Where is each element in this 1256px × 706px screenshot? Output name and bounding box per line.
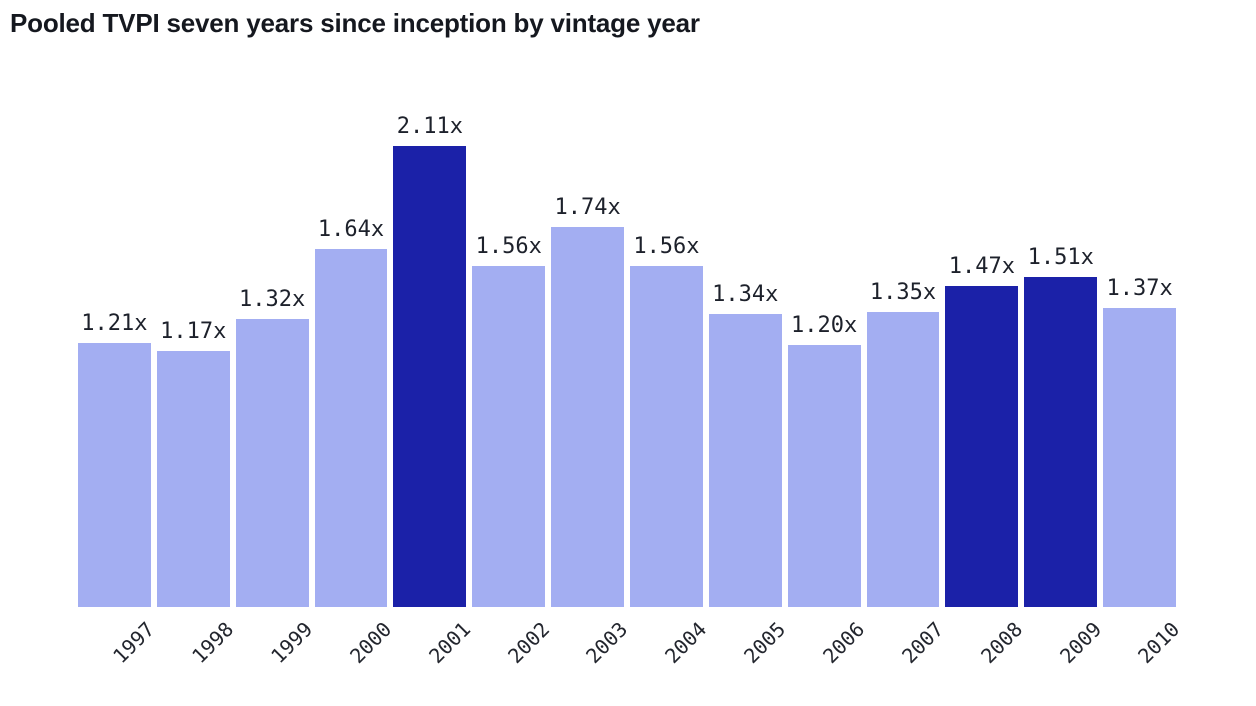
x-tick: 1997	[78, 607, 159, 702]
bar-1998: 1.17x	[156, 319, 230, 607]
bar-2010: 1.37x	[1103, 276, 1177, 607]
x-tick-label: 2010	[1133, 617, 1185, 669]
bar-column: 1.47x	[945, 146, 1019, 607]
bar-column: 1.32x	[235, 146, 309, 607]
x-tick: 1998	[157, 607, 238, 702]
bar-2006: 1.20x	[787, 313, 861, 607]
value-label: 1.47x	[948, 253, 1015, 279]
value-label: 1.34x	[712, 282, 779, 308]
bar-2002: 1.56x	[472, 234, 546, 607]
x-tick: 2008	[945, 607, 1027, 702]
x-tick-label: 2000	[344, 617, 396, 669]
x-tick: 2005	[709, 607, 790, 702]
x-tick-label: 1998	[187, 617, 239, 669]
x-tick-label: 2002	[502, 617, 554, 669]
value-label: 1.37x	[1106, 275, 1173, 301]
bar-column: 1.37x	[1103, 146, 1177, 607]
value-label: 1.35x	[869, 280, 937, 306]
bar-column: 2.11x	[393, 114, 467, 607]
bar-column: 1.35x	[866, 146, 940, 607]
x-tick: 1999	[236, 607, 317, 702]
bar-column: 1.74x	[551, 146, 625, 607]
bar-1999: 1.32x	[235, 287, 309, 607]
x-tick: 2004	[630, 607, 711, 702]
bar-column: 1.64x	[314, 146, 388, 607]
x-tick: 2003	[551, 607, 633, 702]
x-tick: 2007	[867, 607, 948, 702]
value-label: 2.11x	[396, 114, 463, 139]
bar-column: 1.56x	[630, 146, 703, 607]
x-tick: 2001	[393, 607, 475, 702]
bar-2000: 1.64x	[314, 217, 388, 607]
value-label: 1.64x	[317, 216, 385, 242]
x-tick-label: 2007	[896, 617, 949, 669]
x-tick-label: 2005	[739, 617, 791, 669]
value-label: 1.20x	[791, 312, 858, 338]
x-tick-label: 2001	[423, 617, 475, 669]
bar-2008: 1.47x	[945, 254, 1019, 607]
value-label: 1.21x	[81, 310, 148, 336]
x-tick-label: 2004	[660, 617, 712, 669]
bar-2009: 1.51x	[1024, 245, 1098, 607]
plot-area: 1.21x 1.17x 1.32x 1.64x 2.11x 1.56x 1.74x 1.56x…	[78, 114, 1177, 607]
x-tick: 2002	[472, 607, 554, 702]
bar-column: 1.51x	[1024, 146, 1098, 607]
x-tick-label: 2009	[1054, 617, 1106, 669]
bar-column: 1.56x	[472, 146, 546, 607]
bar-2007: 1.35x	[866, 280, 940, 607]
value-label: 1.74x	[554, 194, 621, 220]
value-label: 1.32x	[239, 286, 306, 312]
x-tick: 2009	[1024, 607, 1106, 702]
value-label: 1.56x	[475, 234, 542, 260]
bar-column: 1.21x	[78, 146, 151, 607]
x-tick-label: 2003	[581, 617, 633, 669]
chart-title: Pooled TVPI seven years since inception …	[10, 8, 700, 38]
x-tick: 2000	[315, 607, 396, 702]
x-tick-label: 1999	[266, 617, 318, 669]
bar-2001: 2.11x	[393, 114, 467, 607]
value-label: 1.51x	[1027, 245, 1094, 271]
bar-2005: 1.34x	[708, 282, 782, 607]
x-tick-label: 2006	[818, 617, 870, 669]
x-axis: 1997 1998 1999 2000 2001 2002 2003 2004 2005 2006…	[78, 607, 1185, 702]
x-tick-label: 1997	[108, 617, 160, 669]
bar-1997: 1.21x	[78, 311, 151, 607]
bar-column: 1.20x	[787, 146, 861, 607]
bar-column: 1.17x	[156, 146, 230, 607]
value-label: 1.17x	[160, 319, 227, 345]
x-tick-label: 2008	[975, 617, 1027, 669]
x-tick: 2010	[1103, 607, 1185, 702]
x-tick: 2006	[788, 607, 869, 702]
bar-2004: 1.56x	[630, 234, 703, 607]
bar-2003: 1.74x	[551, 195, 625, 607]
value-label: 1.56x	[633, 234, 700, 260]
bar-column: 1.34x	[708, 146, 782, 607]
